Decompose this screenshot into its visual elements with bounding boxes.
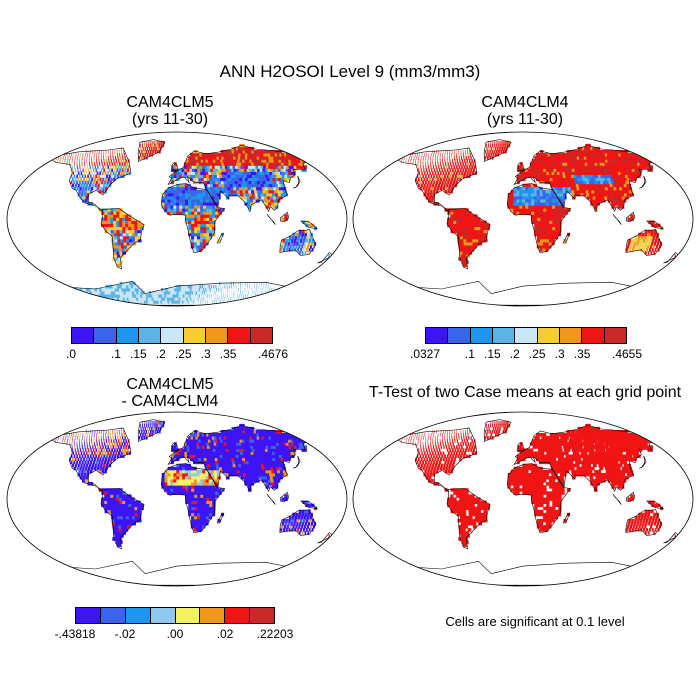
colorbar-tick-label: .3 bbox=[554, 347, 565, 361]
colorbar-swatch bbox=[559, 328, 583, 343]
colorbar-swatch bbox=[175, 608, 201, 623]
colorbar-tick-label: .00 bbox=[166, 627, 184, 641]
colorbar-tick-label: .25 bbox=[528, 347, 546, 361]
map-ttest-coastlines bbox=[395, 419, 680, 586]
colorbar-tick-label: .35 bbox=[219, 347, 237, 361]
colorbar-tick-label: .2 bbox=[509, 347, 520, 361]
colorbar-swatch bbox=[100, 608, 126, 623]
panel-1-title-line2: (yrs 11-30) bbox=[131, 111, 209, 128]
colorbar-swatch bbox=[426, 328, 449, 343]
colorbar-swatch bbox=[225, 608, 251, 623]
significance-note: Cells are significant at 0.1 level bbox=[445, 614, 625, 629]
colorbar-tick-label: .1 bbox=[110, 347, 121, 361]
colorbar-swatch bbox=[72, 328, 95, 343]
panel-3-title: CAM4CLM5 - CAM4CLM4 bbox=[60, 376, 280, 410]
colorbar-swatch bbox=[76, 608, 101, 623]
colorbar-tick-label: .1 bbox=[464, 347, 475, 361]
map-ttest bbox=[352, 411, 694, 587]
colorbar-tick-label: .25 bbox=[174, 347, 192, 361]
colorbar-swatch bbox=[250, 608, 274, 623]
figure-title: ANN H2OSOI Level 9 (mm3/mm3) bbox=[219, 62, 481, 81]
colorbar-tick-label: .3 bbox=[200, 347, 211, 361]
colorbar-swatch bbox=[138, 328, 162, 343]
colorbar-swatch bbox=[161, 328, 184, 343]
map-cam4clm4-coastlines bbox=[395, 139, 680, 306]
colorbar-tick-label: .15 bbox=[483, 347, 501, 361]
colorbar-swatch bbox=[205, 328, 229, 343]
colorbar-cam4clm4 bbox=[425, 327, 627, 344]
colorbar-swatch bbox=[183, 328, 206, 343]
colorbar-tick-label: -.43818 bbox=[54, 627, 96, 641]
colorbar-swatch bbox=[470, 328, 493, 343]
map-difference-coastlines bbox=[49, 419, 334, 586]
map-cam4clm5-cells bbox=[48, 140, 333, 304]
colorbar-tick-label: -.02 bbox=[114, 627, 136, 641]
map-cam4clm4 bbox=[352, 131, 694, 307]
map-cam4clm5-frame bbox=[6, 131, 348, 307]
map-difference-cells bbox=[54, 420, 333, 547]
map-cam4clm5-coastlines bbox=[49, 139, 334, 306]
colorbar-tick-label: .0327 bbox=[409, 347, 441, 361]
colorbar-swatch bbox=[515, 328, 538, 343]
panel-3-title-line1: CAM4CLM5 bbox=[126, 376, 214, 393]
colorbar-tick-label: .2 bbox=[155, 347, 166, 361]
map-cam4clm5 bbox=[6, 131, 348, 307]
colorbar-swatch bbox=[125, 608, 151, 623]
colorbar-swatch bbox=[94, 328, 117, 343]
colorbar-swatch bbox=[448, 328, 471, 343]
colorbar-swatch bbox=[582, 328, 605, 343]
map-difference-frame bbox=[6, 411, 348, 587]
map-ttest-cells bbox=[400, 420, 679, 547]
map-ttest-frame bbox=[352, 411, 694, 587]
map-difference bbox=[6, 411, 348, 587]
colorbar-tick-label: .4655 bbox=[611, 347, 643, 361]
map-cam4clm4-frame bbox=[352, 131, 694, 307]
colorbar-swatch bbox=[228, 328, 251, 343]
colorbar-tick-label: .22203 bbox=[256, 627, 294, 641]
colorbar-swatch bbox=[200, 608, 226, 623]
colorbar-swatch bbox=[250, 328, 272, 343]
colorbar-tick-label: .15 bbox=[129, 347, 147, 361]
panel-1-title: CAM4CLM5 (yrs 11-30) bbox=[60, 94, 280, 128]
colorbar-difference bbox=[75, 607, 275, 624]
colorbar-swatch bbox=[150, 608, 176, 623]
colorbar-swatch bbox=[492, 328, 516, 343]
panel-2-title: CAM4CLM4 (yrs 11-30) bbox=[415, 94, 635, 128]
map-cam4clm4-cells bbox=[400, 140, 679, 267]
colorbar-swatch bbox=[116, 328, 139, 343]
panel-4-title: T-Test of two Case means at each grid po… bbox=[368, 384, 682, 401]
colorbar-swatch bbox=[537, 328, 560, 343]
colorbar-swatch bbox=[604, 328, 626, 343]
colorbar-tick-label: .0 bbox=[65, 347, 77, 361]
panel-1-title-line1: CAM4CLM5 bbox=[126, 94, 214, 111]
colorbar-tick-label: .4676 bbox=[257, 347, 289, 361]
panel-2-title-line1: CAM4CLM4 bbox=[481, 94, 569, 111]
colorbar-tick-label: .02 bbox=[216, 627, 234, 641]
panel-2-title-line2: (yrs 11-30) bbox=[486, 111, 564, 128]
panel-3-title-line2: - CAM4CLM4 bbox=[121, 393, 219, 410]
colorbar-cam4clm5 bbox=[71, 327, 273, 344]
colorbar-tick-label: .35 bbox=[573, 347, 591, 361]
